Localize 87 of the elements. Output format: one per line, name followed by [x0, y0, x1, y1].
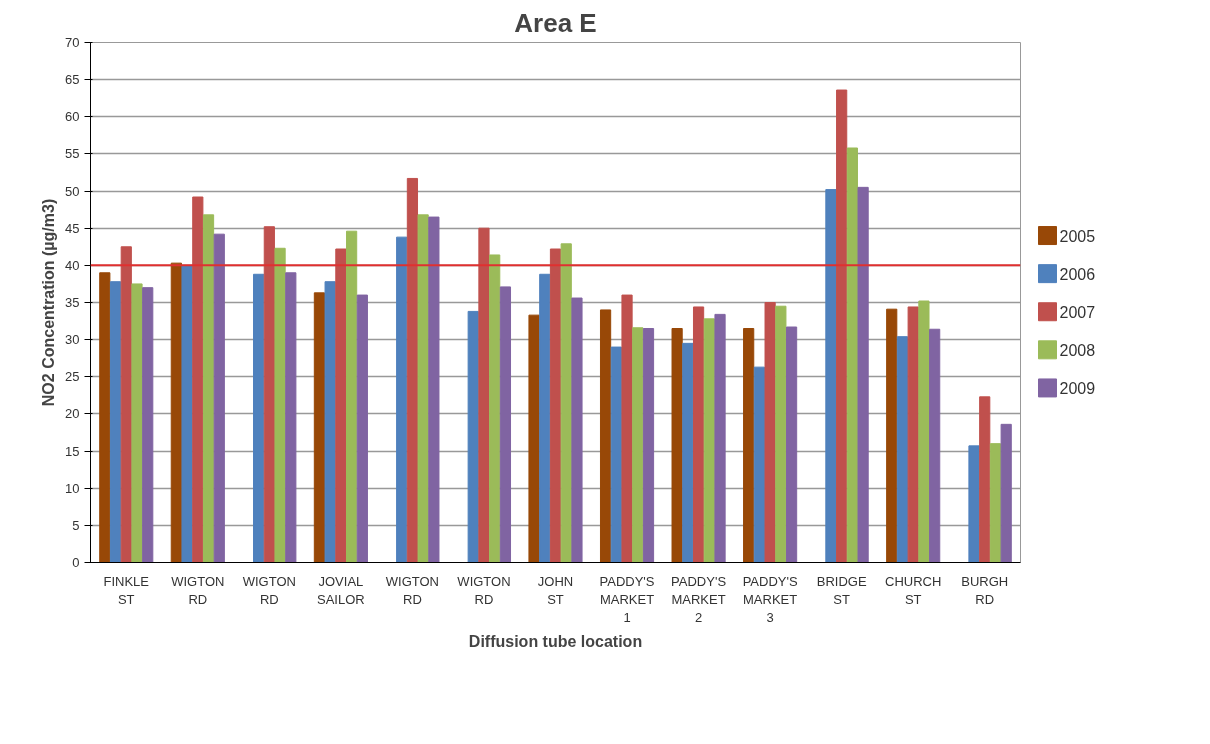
y-tick-label: 35	[65, 295, 80, 310]
bar	[478, 227, 490, 563]
legend-label: 2008	[1059, 341, 1096, 359]
bar	[918, 300, 930, 563]
y-tick-label: 25	[65, 369, 80, 385]
bar	[99, 272, 111, 563]
bar	[785, 326, 798, 563]
bar	[109, 281, 122, 563]
bar	[528, 314, 540, 563]
x-tick-label: PADDY'S MARKET 3	[742, 573, 798, 625]
x-tick-label: WIGTON RD	[457, 573, 511, 607]
bar	[857, 186, 869, 563]
legend-label: 2006	[1059, 265, 1096, 283]
bar	[968, 445, 980, 563]
y-tick-label: 70	[65, 35, 80, 50]
x-tick-label: PADDY'S MARKET 2	[671, 573, 727, 625]
bar	[142, 287, 154, 563]
x-axis-title: Diffusion tube location	[468, 632, 643, 650]
bar	[886, 308, 898, 563]
x-tick-label: PADDY'S MARKET 1	[599, 573, 655, 625]
legend-label: 2007	[1059, 303, 1096, 321]
y-tick-label: 50	[65, 183, 80, 199]
bar	[836, 89, 848, 563]
legend-label: 2005	[1059, 227, 1096, 245]
bar	[642, 328, 655, 563]
legend-label: 2009	[1059, 379, 1096, 397]
bar	[539, 273, 551, 563]
x-tick-label: FINKLE ST	[103, 573, 150, 607]
bar	[632, 327, 644, 563]
bar	[131, 283, 143, 563]
bar	[560, 243, 572, 563]
y-tick-label: 10	[65, 480, 80, 496]
y-tick-label: 40	[65, 257, 80, 273]
bar	[489, 254, 501, 563]
bar	[396, 236, 408, 563]
bar	[682, 342, 694, 563]
x-tick-label: BRIDGE ST	[816, 573, 867, 607]
x-tick-label: CHURCH ST	[885, 573, 942, 607]
bar	[846, 147, 858, 563]
bar	[692, 306, 705, 563]
bar	[274, 247, 286, 563]
bar	[285, 272, 297, 563]
y-tick-label: 55	[65, 146, 80, 162]
bar	[428, 216, 440, 563]
y-tick-label: 65	[65, 72, 80, 88]
bar	[1000, 423, 1012, 563]
y-tick-label: 5	[72, 517, 80, 533]
y-axis-title: NO2 Concentration (µg/m3)	[40, 198, 58, 407]
bar	[825, 189, 837, 563]
bar	[743, 328, 755, 563]
x-tick-label: JOHN ST	[537, 573, 574, 607]
bar	[714, 313, 726, 563]
x-tick-label: JOVIAL SAILOR	[317, 573, 365, 607]
bar	[181, 264, 193, 563]
bar	[621, 294, 633, 563]
bar	[499, 286, 512, 563]
bar	[356, 294, 368, 563]
bar	[202, 214, 215, 563]
bar	[406, 177, 419, 563]
bar	[599, 309, 612, 563]
bar	[335, 248, 347, 563]
bar	[979, 396, 991, 563]
bar	[764, 302, 776, 563]
y-tick-label: 15	[65, 443, 80, 459]
bar	[324, 281, 336, 563]
y-tick-label: 20	[65, 406, 80, 422]
bar	[907, 306, 919, 563]
bar	[775, 305, 787, 563]
bar	[192, 196, 204, 563]
x-tick-label: WIGTON RD	[242, 573, 296, 607]
bar	[571, 297, 583, 563]
x-tick-label: BURGH RD	[961, 573, 1009, 607]
bar	[671, 328, 683, 563]
y-tick-label: 60	[65, 109, 80, 125]
bar	[467, 310, 479, 563]
bar	[346, 230, 358, 563]
chart-title: Area E	[514, 7, 597, 38]
y-tick-label: 30	[65, 332, 80, 348]
y-tick-label: 0	[72, 555, 80, 570]
bar	[417, 214, 429, 563]
x-tick-label: WIGTON RD	[171, 573, 225, 607]
y-tick-label: 45	[65, 220, 80, 236]
x-tick-label: WIGTON RD	[385, 573, 440, 607]
bar	[253, 273, 265, 563]
bar	[213, 233, 225, 563]
bar	[120, 246, 132, 563]
bar	[929, 328, 941, 563]
